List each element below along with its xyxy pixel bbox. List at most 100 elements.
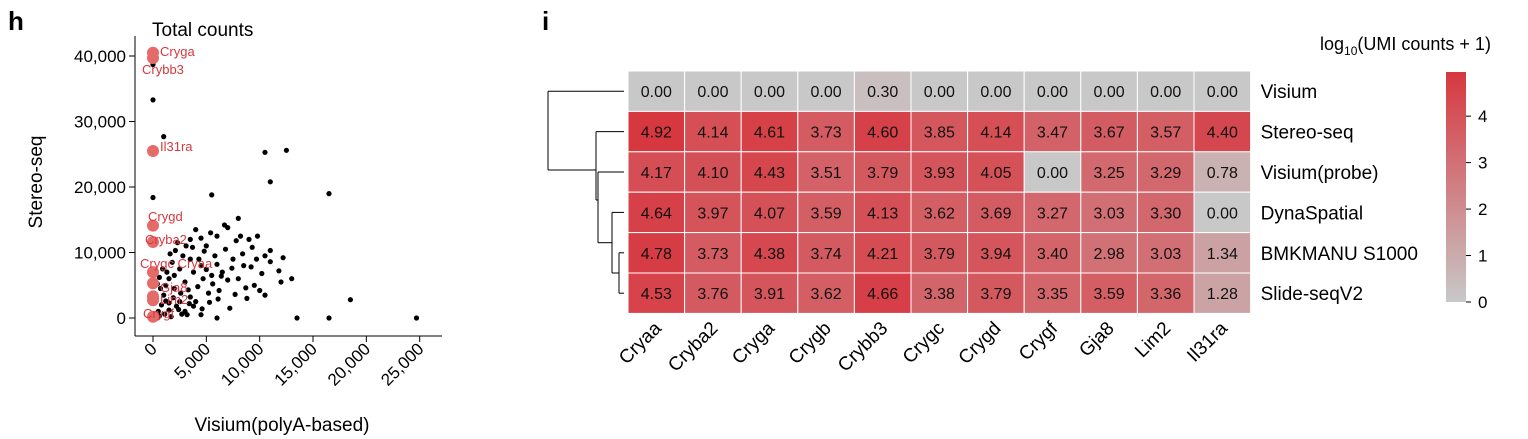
scatter-point [221,222,228,228]
heatmap-cell-value: 3.35 [1037,286,1068,303]
highlighted-gene-label: Gja8 [160,280,187,295]
heatmap-cell-value: 4.61 [754,125,785,142]
heatmap-cell [910,232,969,274]
scatter-point [161,134,167,140]
highlighted-gene-label: Crygd [148,209,183,224]
heatmap-column-label: Cryga [728,318,779,369]
heatmap-cells: 0.00 0.00 0.00 0.00 0.30 0.00 0.00 0.00 0.00 0.00… [627,70,1252,314]
scatter-point [157,285,164,292]
heatmap-cell-value: 3.79 [924,246,955,263]
colorbar-title-base: log [1320,34,1344,54]
scatter-point [166,307,172,313]
scatter-point [219,269,225,275]
scatter-point [214,233,220,239]
scatter-x-tick-label: 0 [141,339,161,359]
heatmap-cell-value: 3.47 [1037,125,1068,142]
highlighted-gene-point [147,236,159,248]
scatter-title: Total counts [152,20,253,41]
scatter-point [190,269,197,275]
heatmap-cell-value: 3.03 [1150,246,1181,263]
scatter-x-tick-label: 25,000 [377,339,427,389]
heatmap-cell-value: 4.43 [754,165,785,182]
scatter-y-tick-label: 20,000 [74,178,126,197]
scatter-point [184,312,190,318]
scatter-point [222,246,229,252]
scatter-point [347,297,353,303]
heatmap-cell [1193,191,1252,234]
heatmap-cell [853,191,912,234]
scatter-point [232,291,238,297]
scatter-point [171,272,177,278]
scatter-point [246,236,252,242]
heatmap-row-label: Visium [1261,82,1318,103]
scatter-point [193,299,199,305]
colorbar-title: log10(UMI counts + 1) [1320,34,1491,58]
heatmap-column-label: Il31ra [1183,318,1232,367]
scatter-point [171,285,177,292]
heatmap-cell-value: 4.78 [641,246,672,263]
heatmap-cell-value: 4.14 [980,125,1011,142]
scatter-point [262,253,268,259]
scatter-point [210,281,216,287]
heatmap-cell-value: 0.00 [641,84,672,101]
scatter-point [253,256,260,262]
heatmap-cell-value: 1.34 [1207,246,1238,263]
heatmap-cell-value: 0.78 [1207,165,1238,182]
heatmap-cell [1136,191,1195,234]
scatter-point [172,247,178,254]
highlighted-gene-label: Lim2 [160,292,188,307]
colorbar-title-rest: (UMI counts + 1) [1357,34,1491,54]
scatter-point [278,279,284,285]
heatmap-cell [853,70,912,112]
scatter-point [237,233,244,239]
colorbar-tick-label: 3 [1478,154,1487,173]
scatter-point [267,179,273,185]
heatmap-cell [1023,70,1082,112]
heatmap-row-label: Slide-seqV2 [1261,284,1363,305]
heatmap-cell-value: 0.00 [1150,84,1181,101]
heatmap-row-label: Stereo-seq [1261,123,1354,144]
scatter-point [176,306,182,313]
dendrogram [547,90,624,294]
scatter-point [167,251,173,257]
scatter-point [218,273,224,279]
scatter-point [212,253,218,259]
heatmap-cell [1023,110,1082,153]
heatmap-row-labels: Visium Stereo-seq Visium(probe) DynaSpatial… [1261,82,1418,305]
heatmap-cell [1193,110,1252,153]
heatmap-cell-value: 3.29 [1150,165,1181,182]
heatmap-cell-value: 3.59 [811,205,842,222]
scatter-point [254,233,261,239]
heatmap-column-label: Crybb3 [834,318,892,376]
heatmap-cell-value: 1.28 [1207,286,1238,303]
scatter-point [203,243,209,249]
scatter-point [262,292,268,298]
scatter-point [244,295,250,301]
scatter-point [198,263,204,269]
heatmap-cell-value: 4.13 [867,205,898,222]
heatmap-row-label: DynaSpatial [1261,203,1363,224]
scatter-x-axis-label: Visium(polyA-based) [195,415,370,436]
heatmap-column-label: Lim2 [1131,318,1175,362]
scatter-points [150,61,420,321]
heatmap-cell-value: 3.85 [924,125,955,142]
scatter-point [225,277,231,283]
scatter-x-tick-label: 15,000 [271,339,321,389]
panel-letter-h: h [8,6,24,36]
scatter-plot: Total counts Visium(polyA-based) Stereo-… [26,20,442,436]
heatmap-cell-value: 3.57 [1150,125,1181,142]
heatmap-cell-value: 3.67 [1094,125,1125,142]
heatmap-cell-value: 4.21 [867,246,898,263]
heatmap-cell-value: 0.00 [697,84,728,101]
heatmap-cell [797,272,855,314]
scatter-point [294,315,300,321]
scatter-point [169,259,175,265]
heatmap-cell-value: 4.10 [697,165,728,182]
scatter-point [187,236,193,242]
heatmap-cell-value: 3.03 [1094,205,1125,222]
heatmap-cell-value: 3.62 [811,286,842,303]
heatmap-cell-value: 3.94 [980,246,1011,263]
heatmap-cell-value: 0.00 [811,84,842,101]
